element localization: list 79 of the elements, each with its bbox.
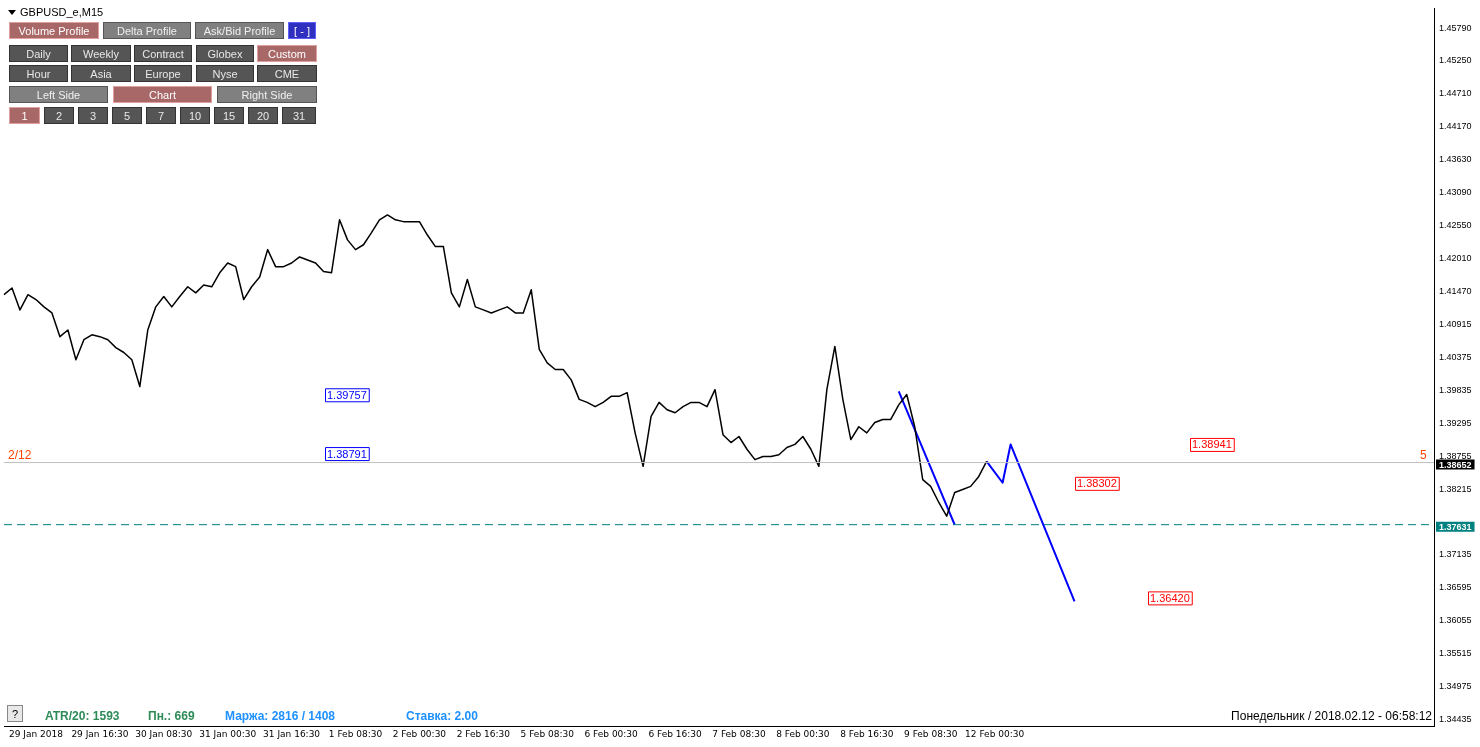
- button: Daily: [9, 45, 68, 62]
- y-tick-label: 1.35515: [1439, 647, 1472, 658]
- annotation: 1.36420: [1150, 591, 1190, 604]
- button: Left Side: [9, 86, 108, 103]
- button: 20: [248, 107, 278, 124]
- y-tick-label: 1.41470: [1439, 285, 1472, 296]
- x-tick-label: 6 Feb 00:30: [584, 728, 639, 739]
- button: [ - ]: [288, 22, 316, 39]
- x-tick-label: 29 Jan 2018: [8, 728, 64, 739]
- y-tick-label: 1.44710: [1439, 88, 1472, 99]
- button: Asia: [71, 65, 131, 82]
- button: Volume Profile: [9, 22, 99, 39]
- annotation: GBPUSD_e,M15: [20, 5, 105, 19]
- button: Ask/Bid Profile: [195, 22, 284, 39]
- y-tick-label: 1.40375: [1439, 352, 1472, 363]
- x-tick-label: 9 Feb 08:30: [904, 728, 958, 739]
- y-tick-label: 1.34435: [1439, 713, 1472, 724]
- button: Nyse: [196, 65, 254, 82]
- button: Weekly: [71, 45, 131, 62]
- x-tick-label: 2 Feb 16:30: [456, 728, 511, 739]
- x-tick-label: 5 Feb 08:30: [520, 728, 575, 739]
- y-tick-label: 1.44170: [1439, 121, 1472, 132]
- annotation: 1.38791: [327, 447, 367, 460]
- x-tick-label: 30 Jan 08:30: [135, 728, 193, 739]
- button: Delta Profile: [103, 22, 191, 39]
- y-tick-label: 1.43630: [1439, 154, 1472, 165]
- x-tick-label: 2 Feb 00:30: [392, 728, 447, 739]
- y-tick-label: 1.38215: [1439, 483, 1472, 494]
- annotation: Маржа: 2816 / 1408: [225, 709, 337, 723]
- annotation: Понедельник / 2018.02.12 - 06:58:12: [1230, 709, 1432, 723]
- annotation: 5: [1420, 448, 1428, 462]
- y-tick-label: 1.34975: [1439, 680, 1472, 691]
- y-tick-label: 1.37135: [1439, 549, 1472, 560]
- y-tick-label: 1.43090: [1439, 186, 1472, 197]
- button: Hour: [9, 65, 68, 82]
- x-tick-label: 6 Feb 16:30: [648, 728, 702, 739]
- y-tick-label: 1.42010: [1439, 252, 1472, 263]
- x-tick-label: 12 Feb 00:30: [965, 728, 1025, 739]
- button: 2: [44, 107, 74, 124]
- button: Contract: [134, 45, 192, 62]
- button: Europe: [134, 65, 192, 82]
- button: Right Side: [217, 86, 317, 103]
- button: 3: [78, 107, 108, 124]
- button: Custom: [257, 45, 317, 62]
- annotation: 1.38941: [1192, 438, 1232, 451]
- y-tick-label: 1.36055: [1439, 615, 1472, 626]
- y-tick-label: 1.40915: [1439, 319, 1472, 330]
- ref-line-label: 1.38652: [1439, 459, 1472, 470]
- ref-line-label: 1.37631: [1439, 521, 1472, 532]
- button: 5: [112, 107, 142, 124]
- y-tick-label: 1.36595: [1439, 582, 1472, 593]
- button: 31: [282, 107, 316, 124]
- y-tick-label: 1.39295: [1439, 417, 1472, 428]
- x-tick-label: 8 Feb 16:30: [840, 728, 894, 739]
- button: Chart: [113, 86, 212, 103]
- annotation: 2/12: [8, 448, 33, 462]
- x-tick-label: 31 Jan 16:30: [263, 728, 321, 739]
- y-tick-label: 1.42550: [1439, 219, 1472, 230]
- annotation: ATR/20: 1593: [45, 709, 121, 723]
- x-tick-label: 29 Jan 16:30: [71, 728, 129, 739]
- button: 1: [9, 107, 40, 124]
- x-tick-label: 31 Jan 00:30: [199, 728, 257, 739]
- y-tick-label: 1.45250: [1439, 55, 1472, 66]
- button: CME: [257, 65, 317, 82]
- annotation: 1.38302: [1077, 477, 1117, 490]
- annotation: 1.39757: [327, 388, 367, 401]
- button: 7: [146, 107, 176, 124]
- y-tick-label: 1.38755: [1439, 450, 1472, 461]
- y-tick-label: 1.45790: [1439, 22, 1472, 33]
- x-tick-label: 7 Feb 08:30: [712, 728, 766, 739]
- button: 10: [180, 107, 210, 124]
- x-tick-label: 8 Feb 00:30: [776, 728, 830, 739]
- y-tick-label: 1.39835: [1439, 385, 1472, 396]
- button: Globex: [196, 45, 254, 62]
- x-tick-label: 1 Feb 08:30: [328, 728, 383, 739]
- button: ?: [7, 705, 23, 722]
- annotation: Ставка: 2.00: [406, 709, 479, 723]
- annotation: Пн.: 669: [148, 709, 196, 723]
- button: 15: [214, 107, 244, 124]
